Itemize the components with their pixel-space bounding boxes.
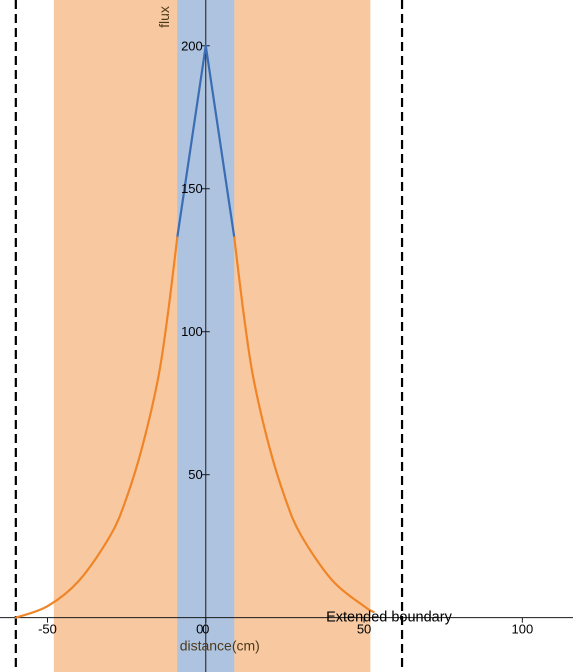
series-layer <box>14 44 375 619</box>
x-tick-label: 100 <box>511 622 533 637</box>
series-core-flux <box>176 44 236 239</box>
boundary-layer <box>14 0 404 672</box>
y-tick-label: 100 <box>181 324 203 339</box>
x-tick-label: -50 <box>38 622 57 637</box>
series-reflector-flux-left <box>14 236 179 619</box>
y-tick-label: 50 <box>188 467 202 482</box>
bands-layer <box>53 0 371 672</box>
extended-boundary-label: Extended boundary <box>326 610 453 626</box>
x-axis-title: distance(cm) <box>180 638 260 654</box>
x-tick-label: 0 <box>202 622 209 637</box>
y-tick-label: 150 <box>181 181 203 196</box>
labels-layer: -50 0 50 100 0 50 100 150 200 <box>38 38 533 636</box>
y-axis-title: flux <box>156 6 172 28</box>
series-reflector-flux-right <box>233 236 375 614</box>
origin-label: 0 <box>196 622 203 637</box>
x-tick-label: 50 <box>357 622 371 637</box>
y-tick-label: 200 <box>181 38 203 53</box>
